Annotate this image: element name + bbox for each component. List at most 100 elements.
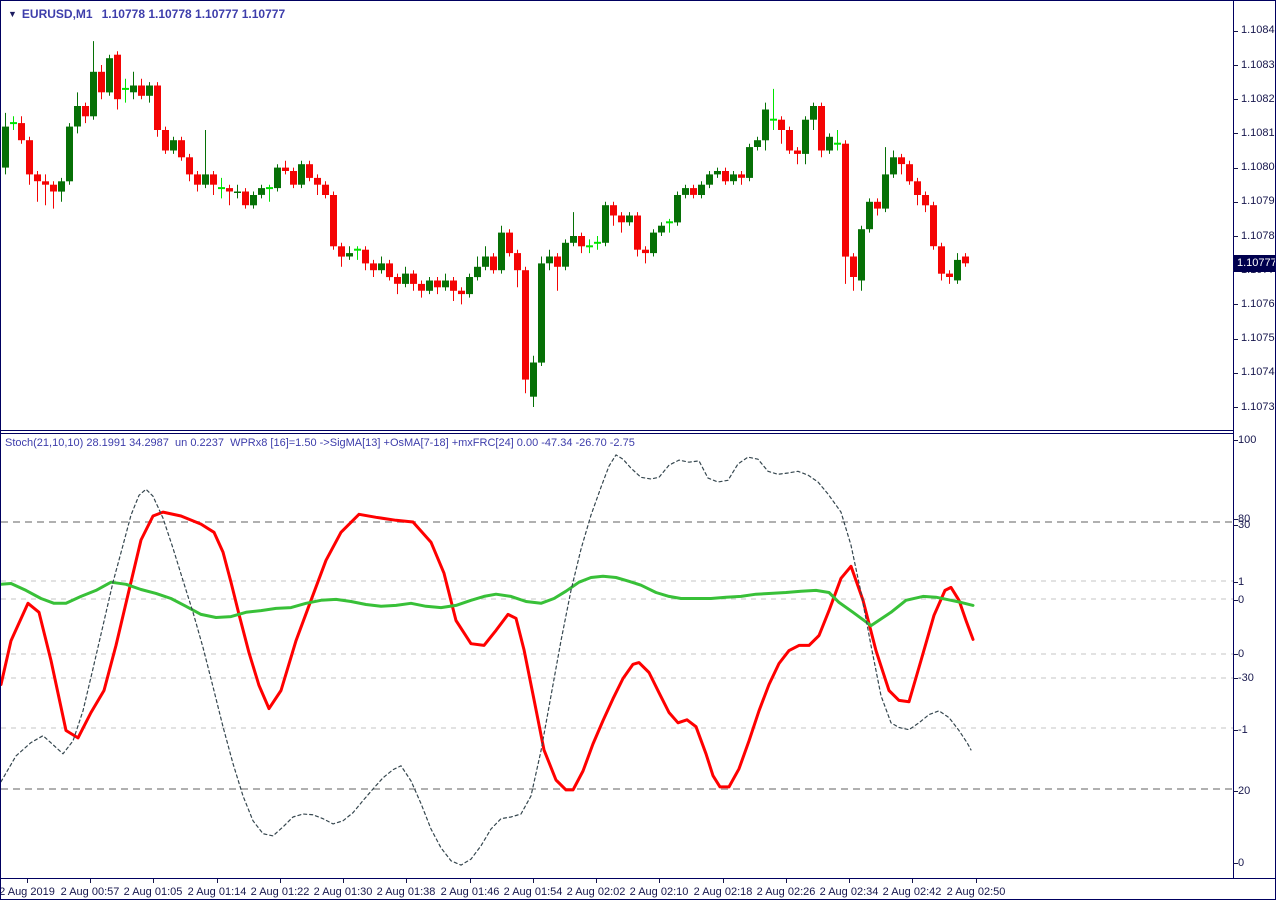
price-axis-border (1233, 1, 1234, 878)
price-chart-svg[interactable] (1, 1, 1233, 430)
candle-body (466, 277, 473, 295)
candle-body (282, 167, 289, 171)
time-axis-tick (153, 879, 154, 883)
candle-body (394, 277, 401, 284)
time-axis-tick (533, 879, 534, 883)
candle-body (362, 249, 369, 264)
candle-body (738, 174, 745, 178)
candle-body (50, 184, 57, 192)
candle-body (434, 280, 441, 288)
time-axis-label: 2 Aug 02:02 (566, 886, 626, 898)
indicator-parameters-label: Stoch(21,10,10) 28.1991 34.2987 un 0.223… (5, 437, 635, 449)
time-axis-tick (406, 879, 407, 883)
candle-body (962, 256, 969, 264)
candle-body (954, 259, 961, 281)
time-axis-label: 2 Aug 00:57 (60, 886, 120, 898)
candle-body (130, 85, 137, 93)
candle-body (210, 174, 217, 185)
candle-body (786, 130, 793, 151)
quote-values: 1.10778 1.10778 1.10777 1.10777 (101, 7, 286, 21)
candle-body (154, 85, 161, 130)
green-signal-line (1, 574, 975, 628)
candle-body (826, 136, 833, 151)
time-axis-tick (470, 879, 471, 883)
candle-body (338, 246, 345, 257)
candle-body (370, 263, 377, 271)
price-axis-label: 1.10735 (1241, 400, 1275, 413)
time-axis-label: 2 Aug 02:26 (756, 886, 816, 898)
price-axis-label: 1.10765 (1241, 297, 1275, 310)
time-axis[interactable]: 2 Aug 2019 2 Aug 00:57 2 Aug 01:05 2 Aug 01… (1, 878, 1275, 899)
time-axis-tick (786, 879, 787, 883)
candle-body (242, 191, 249, 206)
time-axis-label: 2 Aug 01:22 (250, 886, 310, 898)
candle-body (490, 256, 497, 271)
candle-body (602, 205, 609, 243)
candle-body (234, 191, 241, 193)
candle-body (170, 140, 177, 151)
time-axis-tick (217, 879, 218, 883)
indicator-axis-label: 30 (1238, 518, 1251, 531)
candle-body (506, 232, 513, 254)
price-axis-label: 1.10755 (1241, 332, 1275, 345)
time-axis-tick (90, 879, 91, 883)
candle-body (546, 256, 553, 264)
candle-body (578, 236, 585, 247)
price-axis-label: 1.10745 (1241, 366, 1275, 379)
price-axis-label: 1.10785 (1241, 229, 1275, 242)
candle-body (802, 119, 809, 154)
time-axis-tick (596, 879, 597, 883)
candle-body (194, 174, 201, 185)
candle-body (674, 195, 681, 223)
time-axis-tick (27, 879, 28, 883)
candle-body (746, 147, 753, 178)
candle-body (866, 201, 873, 230)
candle-body (498, 232, 505, 271)
indicator-chart-svg[interactable] (1, 434, 1233, 878)
candle-body (762, 109, 769, 141)
candle-body (162, 130, 169, 151)
candle-body (618, 215, 625, 223)
candle-body (138, 85, 145, 96)
symbol-timeframe-label: EURUSD,M1 (21, 7, 93, 21)
current-price-badge: 1.10777 (1234, 255, 1275, 272)
symbol-dropdown-triangle-icon[interactable]: ▼ (8, 9, 17, 19)
candle-body (754, 140, 761, 147)
candle-body (186, 157, 193, 175)
candle-body (850, 256, 857, 277)
candle-body (882, 174, 889, 209)
candle-body (2, 126, 9, 168)
candle-body (922, 195, 929, 206)
candle-body (378, 263, 385, 271)
candle-body (202, 174, 209, 185)
candle-body (698, 184, 705, 195)
candle-body (906, 164, 913, 182)
candle-body (570, 236, 577, 243)
candle-body (274, 167, 281, 189)
indicator-axis-label: 1 (1238, 575, 1245, 588)
candle-body (298, 164, 305, 185)
candle-body (442, 280, 449, 288)
price-axis-label: 1.10845 (1241, 24, 1275, 37)
candle-body (690, 188, 697, 195)
candle-body (522, 270, 529, 380)
indicator-axis-label: -30 (1238, 671, 1254, 684)
time-axis-label: 2 Aug 01:30 (313, 886, 373, 898)
time-axis-label: 2 Aug 02:18 (693, 886, 753, 898)
candle-body (818, 106, 825, 151)
candle-body (626, 215, 633, 223)
candle-body (914, 181, 921, 195)
time-axis-tick (280, 879, 281, 883)
candle-body (642, 249, 649, 254)
candle-body (682, 188, 689, 195)
chart-title: ▼ EURUSD,M1 1.10778 1.10778 1.10777 1.1077… (8, 7, 285, 21)
price-axis-label: 1.10825 (1241, 92, 1275, 105)
candle-body (794, 150, 801, 154)
candle-body (402, 273, 409, 284)
candle-body (82, 106, 89, 117)
panel-separator-handle[interactable] (1, 430, 1233, 434)
time-axis-label: 2 Aug 01:46 (440, 886, 500, 898)
time-axis-tick (659, 879, 660, 883)
candle-body (858, 229, 865, 281)
